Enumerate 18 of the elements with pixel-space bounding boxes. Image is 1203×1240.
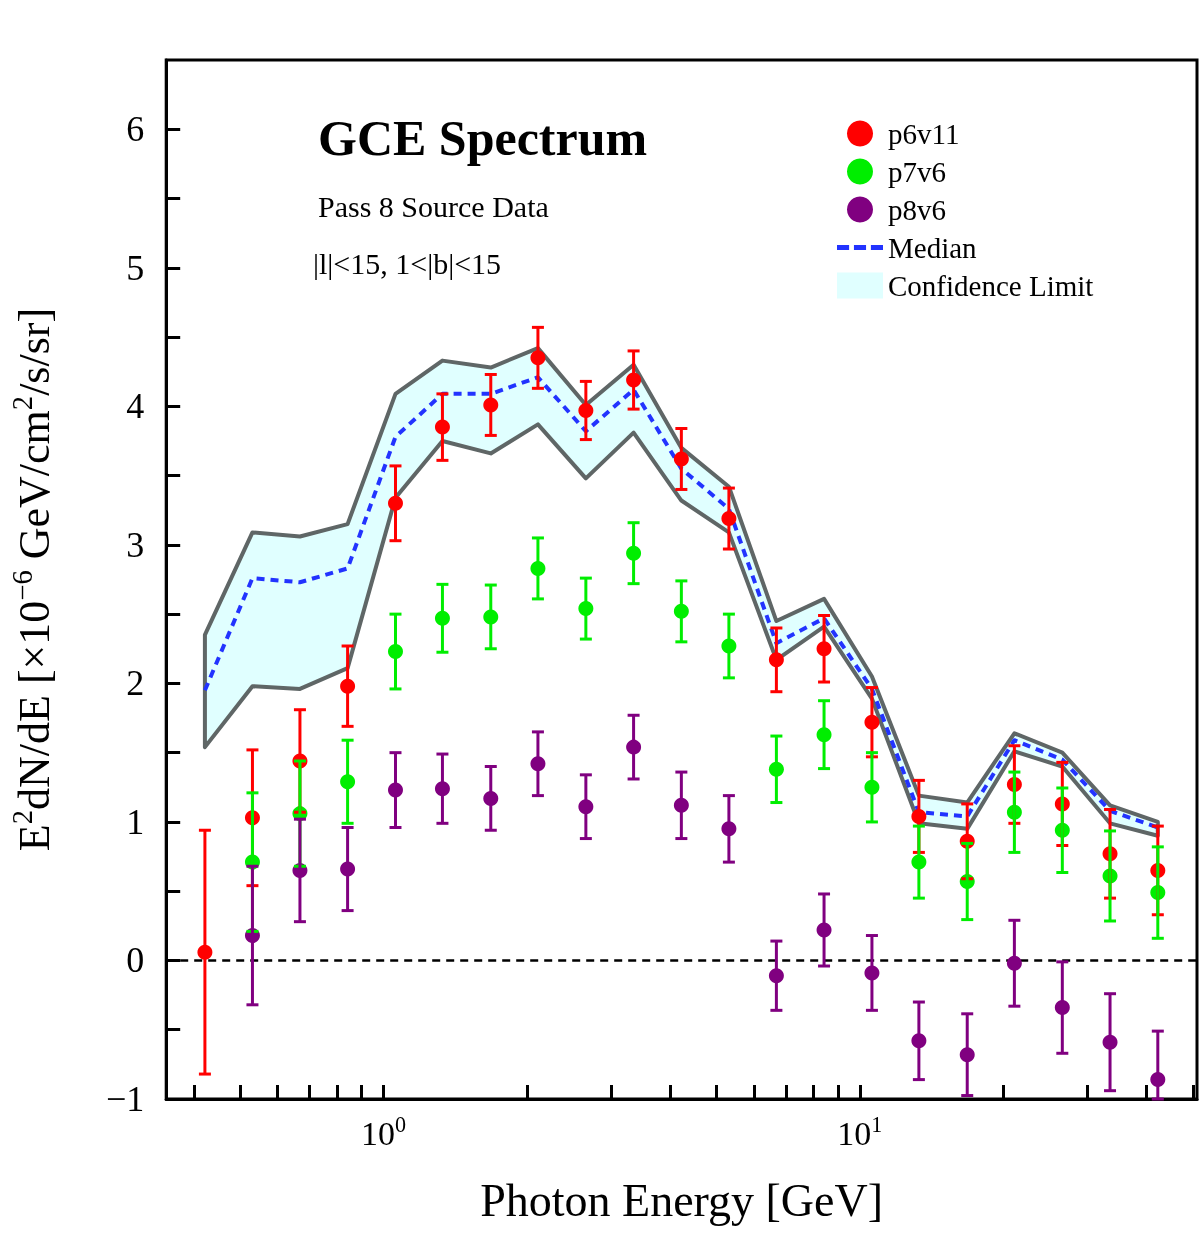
y-tick-label: 0 xyxy=(126,940,145,981)
legend-label: Median xyxy=(888,231,978,264)
y-tick-label: 5 xyxy=(126,247,145,288)
legend-label: p6v11 xyxy=(888,117,960,150)
y-tick-label: 3 xyxy=(126,524,145,565)
y-tick-label: 4 xyxy=(126,386,145,427)
annotation: Confidence Limit xyxy=(888,269,1094,302)
x-axis-title: Photon Energy [GeV] xyxy=(480,1174,884,1226)
y-tick-label: 2 xyxy=(126,663,145,704)
annotation: |l|<15, 1<|b|<15 xyxy=(313,246,502,280)
y-axis-title: E2dN/dE [×10−6 GeV/cm2/s/sr] xyxy=(7,307,60,852)
y-tick-label: 1 xyxy=(126,801,145,842)
y-tick-label: −1 xyxy=(105,1079,145,1119)
text: GCE Spectrum xyxy=(318,110,648,166)
y-tick-label: 6 xyxy=(126,109,145,150)
legend-label: p7v6 xyxy=(888,155,946,188)
text: Pass 8 Source Data xyxy=(318,189,549,223)
legend-label: p8v6 xyxy=(888,193,946,226)
